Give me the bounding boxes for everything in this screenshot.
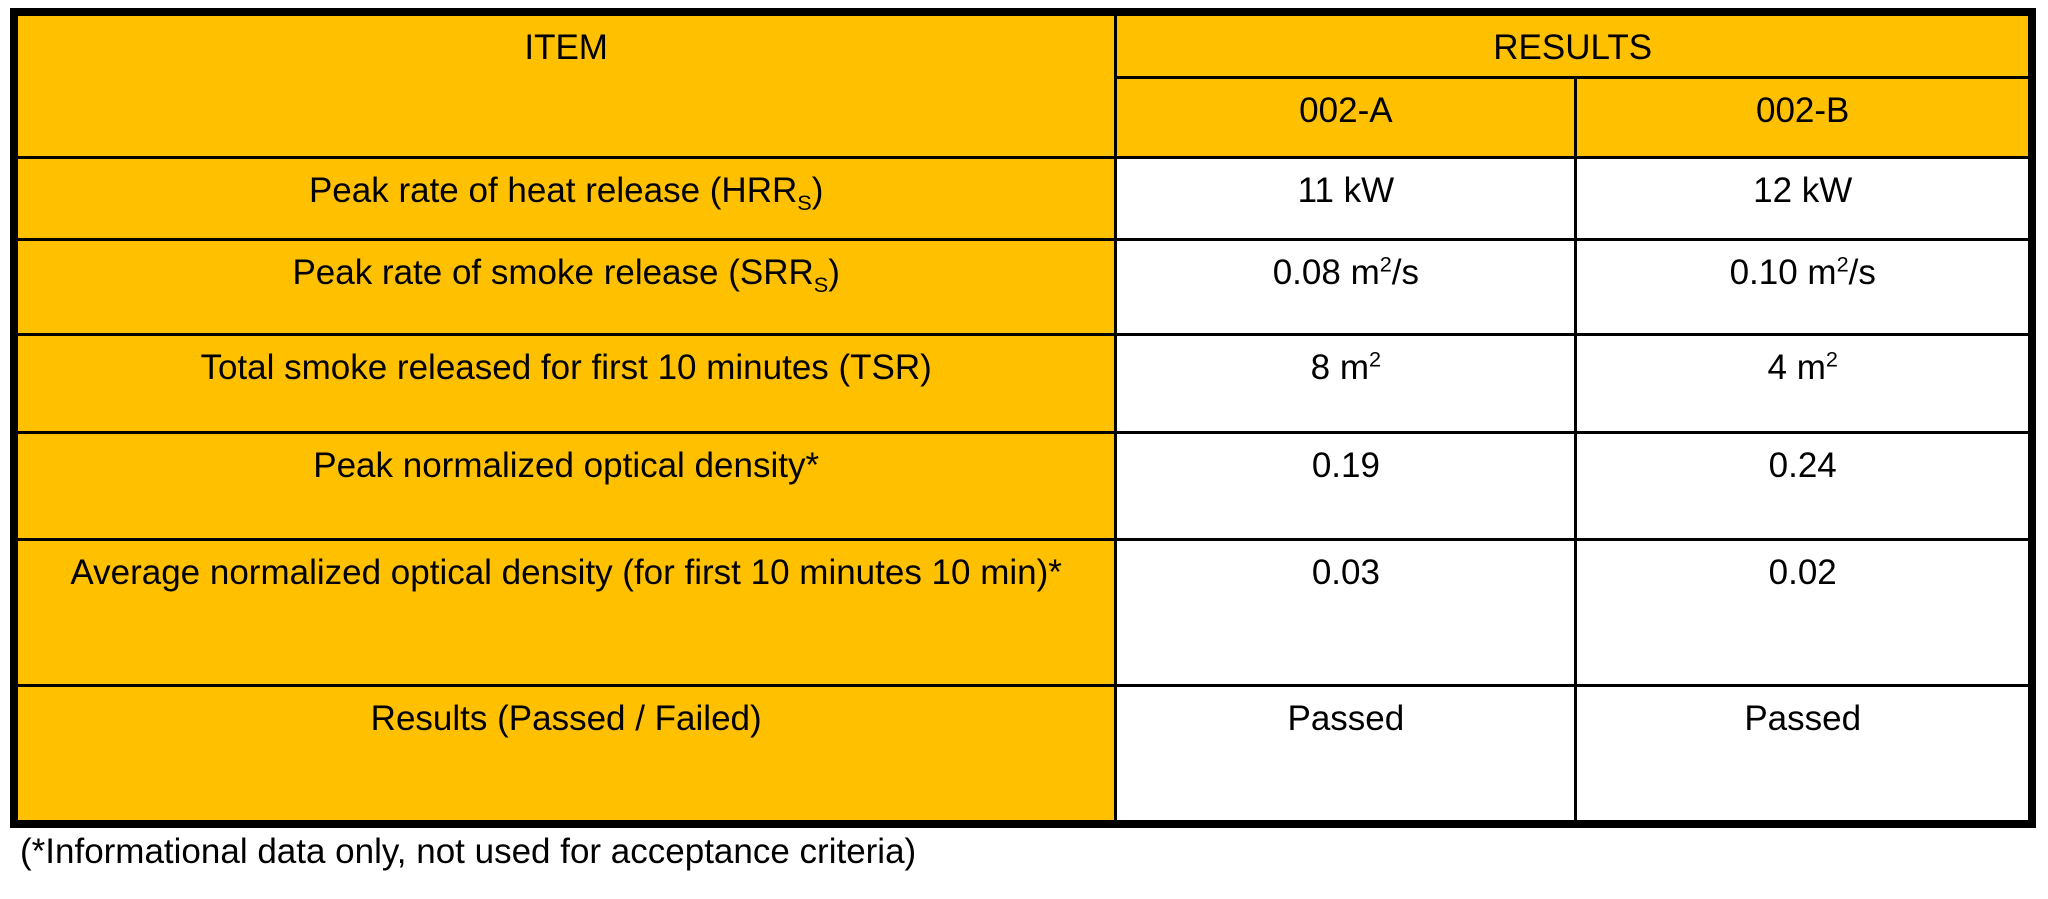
value-cell-002b: 0.24: [1574, 431, 2034, 542]
value-cell-002b: Passed: [1574, 684, 2034, 826]
item-cell: Total smoke released for first 10 minute…: [12, 333, 1118, 435]
table-row: Peak rate of smoke release (SRRS) 0.08 m…: [12, 238, 2034, 337]
value-cell-002a: 0.03: [1114, 538, 1578, 688]
table-row: Total smoke released for first 10 minute…: [12, 333, 2034, 435]
item-column-header: ITEM: [12, 10, 1118, 160]
results-header-label: RESULTS: [1493, 28, 1653, 67]
table-row: Peak rate of heat release (HRRS) 11 kW 1…: [12, 156, 2034, 242]
item-cell: Peak rate of heat release (HRRS): [12, 156, 1118, 242]
value-cell-002a: 8 m2: [1114, 333, 1578, 435]
value-cell-002b: 0.02: [1574, 538, 2034, 688]
table-row: Results (Passed / Failed) Passed Passed: [12, 684, 2034, 826]
value-cell-002b: 0.10 m2/s: [1574, 238, 2034, 337]
specimen-header-002b: 002-B: [1574, 76, 2034, 160]
test-results-table: ITEM RESULTS 002-A 002-B Peak rate of he…: [10, 8, 2036, 828]
value-cell-002a: Passed: [1114, 684, 1578, 826]
table-row: Peak normalized optical density* 0.19 0.…: [12, 431, 2034, 542]
value-cell-002b: 12 kW: [1574, 156, 2034, 242]
value-cell-002a: 11 kW: [1114, 156, 1578, 242]
results-column-header: RESULTS: [1114, 10, 2034, 80]
footnote-text: (*Informational data only, not used for …: [20, 832, 917, 871]
value-cell-002b: 4 m2: [1574, 333, 2034, 435]
value-cell-002a: 0.19: [1114, 431, 1578, 542]
item-cell: Peak rate of smoke release (SRRS): [12, 238, 1118, 337]
value-cell-002a: 0.08 m2/s: [1114, 238, 1578, 337]
table-row: Average normalized optical density (for …: [12, 538, 2034, 688]
item-header-label: ITEM: [524, 28, 608, 67]
item-cell: Average normalized optical density (for …: [12, 538, 1118, 688]
item-cell: Results (Passed / Failed): [12, 684, 1118, 826]
specimen-header-002a: 002-A: [1114, 76, 1578, 160]
item-cell: Peak normalized optical density*: [12, 431, 1118, 542]
